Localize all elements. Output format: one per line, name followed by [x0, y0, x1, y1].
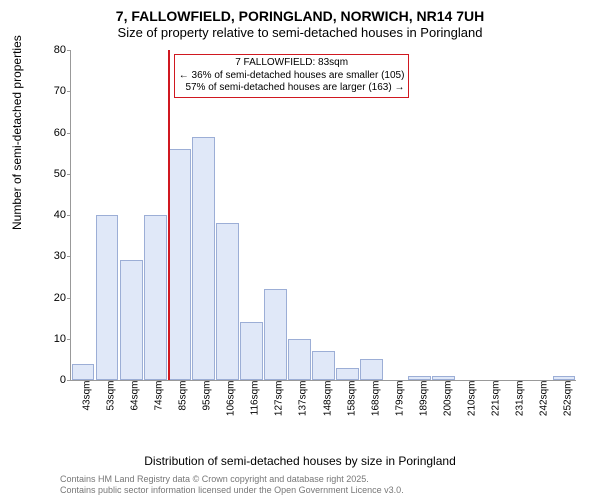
histogram-bar	[360, 359, 383, 380]
xtick-label: 221sqm	[490, 381, 501, 421]
xtick-label: 210sqm	[466, 381, 477, 421]
histogram-bar	[192, 137, 215, 380]
histogram-bar	[432, 376, 455, 380]
ytick	[67, 380, 71, 381]
ytick	[67, 256, 71, 257]
xtick-label: 106sqm	[226, 381, 237, 421]
ytick	[67, 50, 71, 51]
annotation-line2: ← 36% of semi-detached houses are smalle…	[179, 70, 405, 83]
chart-plot-wrap: 0102030405060708043sqm53sqm64sqm74sqm85s…	[70, 50, 575, 410]
xtick-label: 158sqm	[346, 381, 357, 421]
histogram-bar	[96, 215, 119, 380]
xtick-label: 231sqm	[514, 381, 525, 421]
histogram-bar	[216, 223, 239, 380]
xtick-label: 53sqm	[106, 381, 117, 421]
xtick-label: 95sqm	[202, 381, 213, 421]
xtick-label: 74sqm	[154, 381, 165, 421]
ytick	[67, 174, 71, 175]
ytick-label: 60	[36, 127, 66, 139]
ytick-label: 80	[36, 44, 66, 56]
histogram-bar	[288, 339, 311, 380]
histogram-bar	[336, 368, 359, 380]
y-axis-label: Number of semi-detached properties	[10, 35, 24, 230]
ytick-label: 70	[36, 85, 66, 97]
reference-line	[168, 50, 170, 380]
chart-title-sub: Size of property relative to semi-detach…	[0, 25, 600, 44]
chart-container: 7, FALLOWFIELD, PORINGLAND, NORWICH, NR1…	[0, 0, 600, 500]
ytick-label: 10	[36, 333, 66, 345]
ytick-label: 40	[36, 209, 66, 221]
histogram-bar	[408, 376, 431, 380]
xtick-label: 242sqm	[538, 381, 549, 421]
xtick-label: 127sqm	[274, 381, 285, 421]
plot-area: 0102030405060708043sqm53sqm64sqm74sqm85s…	[70, 50, 576, 381]
histogram-bar	[120, 260, 143, 380]
ytick	[67, 91, 71, 92]
xtick-label: 148sqm	[322, 381, 333, 421]
ytick-label: 20	[36, 292, 66, 304]
annotation-line1: 7 FALLOWFIELD: 83sqm	[179, 57, 405, 70]
ytick	[67, 298, 71, 299]
xtick-label: 168sqm	[370, 381, 381, 421]
histogram-bar	[72, 364, 95, 381]
chart-title-main: 7, FALLOWFIELD, PORINGLAND, NORWICH, NR1…	[0, 0, 600, 25]
ytick-label: 30	[36, 250, 66, 262]
ytick-label: 0	[36, 374, 66, 386]
xtick-label: 137sqm	[298, 381, 309, 421]
xtick-label: 179sqm	[394, 381, 405, 421]
histogram-bar	[553, 376, 576, 380]
histogram-bar	[264, 289, 287, 380]
histogram-bar	[312, 351, 335, 380]
annotation-box: 7 FALLOWFIELD: 83sqm← 36% of semi-detach…	[174, 54, 410, 98]
xtick-label: 85sqm	[178, 381, 189, 421]
x-axis-label: Distribution of semi-detached houses by …	[0, 454, 600, 468]
credits-line2: Contains public sector information licen…	[60, 485, 404, 496]
ytick	[67, 133, 71, 134]
xtick-label: 200sqm	[442, 381, 453, 421]
ytick	[67, 215, 71, 216]
credits: Contains HM Land Registry data © Crown c…	[60, 474, 404, 496]
xtick-label: 189sqm	[418, 381, 429, 421]
xtick-label: 252sqm	[562, 381, 573, 421]
ytick-label: 50	[36, 168, 66, 180]
xtick-label: 116sqm	[250, 381, 261, 421]
histogram-bar	[240, 322, 263, 380]
ytick	[67, 339, 71, 340]
histogram-bar	[168, 149, 191, 380]
annotation-line3: 57% of semi-detached houses are larger (…	[179, 82, 405, 95]
histogram-bar	[144, 215, 167, 380]
xtick-label: 43sqm	[82, 381, 93, 421]
credits-line1: Contains HM Land Registry data © Crown c…	[60, 474, 404, 485]
xtick-label: 64sqm	[130, 381, 141, 421]
